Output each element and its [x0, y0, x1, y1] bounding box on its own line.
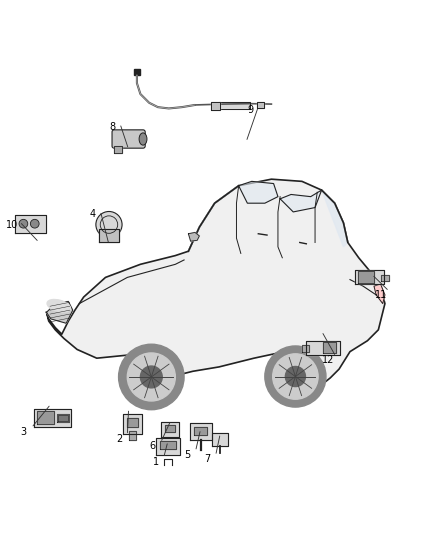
Polygon shape: [46, 179, 385, 395]
Polygon shape: [34, 409, 71, 427]
Text: 6: 6: [149, 441, 155, 451]
Polygon shape: [212, 433, 228, 446]
Polygon shape: [14, 215, 46, 233]
Ellipse shape: [139, 133, 147, 145]
Polygon shape: [355, 270, 384, 285]
Polygon shape: [160, 441, 176, 449]
Text: 1: 1: [152, 457, 159, 467]
Circle shape: [286, 367, 305, 386]
Polygon shape: [161, 422, 179, 438]
Polygon shape: [155, 438, 180, 455]
Polygon shape: [219, 102, 250, 109]
Polygon shape: [194, 427, 207, 434]
Circle shape: [119, 344, 184, 410]
Polygon shape: [58, 415, 68, 421]
Text: 3: 3: [20, 426, 26, 437]
Text: 2: 2: [117, 434, 123, 444]
Polygon shape: [129, 431, 136, 440]
Text: 8: 8: [109, 122, 115, 132]
Circle shape: [265, 346, 326, 407]
Text: 5: 5: [184, 450, 191, 460]
Polygon shape: [239, 181, 278, 203]
Text: 7: 7: [205, 455, 211, 464]
Circle shape: [273, 354, 318, 399]
Polygon shape: [123, 414, 142, 433]
Circle shape: [127, 353, 175, 401]
Circle shape: [30, 220, 39, 228]
FancyBboxPatch shape: [112, 130, 145, 148]
Polygon shape: [302, 345, 309, 352]
Polygon shape: [381, 275, 389, 281]
Polygon shape: [321, 190, 348, 247]
Polygon shape: [323, 343, 336, 353]
Circle shape: [96, 212, 122, 238]
Polygon shape: [374, 284, 385, 304]
Text: 4: 4: [89, 209, 95, 219]
Polygon shape: [257, 102, 265, 108]
Text: 10: 10: [6, 220, 18, 230]
Polygon shape: [134, 69, 141, 75]
Polygon shape: [190, 423, 212, 440]
Polygon shape: [188, 232, 199, 241]
Polygon shape: [37, 411, 54, 424]
Polygon shape: [99, 229, 119, 243]
Circle shape: [141, 366, 162, 388]
Ellipse shape: [47, 300, 71, 312]
Polygon shape: [211, 102, 220, 110]
Text: 9: 9: [247, 105, 254, 115]
Polygon shape: [280, 190, 321, 212]
Polygon shape: [358, 271, 374, 282]
Text: 12: 12: [322, 356, 334, 365]
Polygon shape: [127, 418, 138, 427]
Polygon shape: [188, 185, 239, 251]
Circle shape: [19, 220, 28, 228]
Polygon shape: [306, 341, 340, 354]
Polygon shape: [114, 146, 122, 153]
Polygon shape: [57, 414, 69, 422]
Polygon shape: [165, 425, 175, 432]
Text: 11: 11: [375, 290, 388, 300]
Polygon shape: [46, 302, 73, 323]
